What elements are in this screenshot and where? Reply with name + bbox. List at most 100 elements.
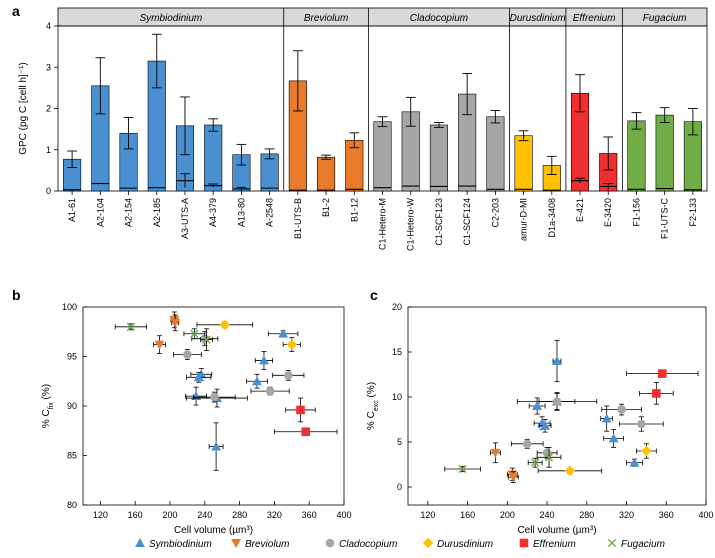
legend-label-breviolum: Breviolum (245, 539, 289, 550)
group-label-cladocopium: Cladocopium (410, 13, 468, 24)
y-tick-label: 4 (46, 21, 51, 31)
point-symbiodinium (211, 441, 222, 451)
category-label-f2-133: F2-133 (688, 198, 698, 227)
legend-marker-fugacium-stroke-2 (607, 538, 617, 548)
legend-marker-fugacium (607, 538, 617, 548)
x-tick-label: 320 (619, 510, 634, 520)
point-fugacium-stroke-2 (530, 458, 540, 467)
legend-label-symbiodinium: Symbiodinium (149, 539, 212, 550)
bar-a4-379 (204, 124, 223, 192)
bar-c2-203 (486, 116, 505, 192)
category-label-a13-80: A13-80 (236, 198, 246, 227)
point-fugacium-stroke-2 (190, 329, 199, 338)
legend-label-durusdinium: Durusdinium (437, 539, 493, 550)
category-label-a2-154: A2-154 (124, 198, 134, 227)
legend-label-fugacium: Fugacium (621, 539, 665, 550)
y-tick-label: 1 (46, 145, 51, 155)
legend-item-durusdinium: Durusdinium (422, 537, 493, 550)
category-label-a-2548: A-2548 (265, 198, 275, 227)
panel-a-bar-chart: a 0 1 2 3 4 GPC (pg C [cell h]⁻¹) Symbiodinium A… (12, 3, 708, 252)
x-tick-label: 280 (232, 510, 247, 520)
x-tick-label: 360 (659, 510, 674, 520)
point-symbiodinium (608, 433, 619, 443)
point-symbiodinium (191, 391, 202, 401)
x-tick-label: 400 (336, 510, 351, 520)
y-axis-label-a: GPC (pg C [cell h]⁻¹) (18, 62, 29, 155)
category-label-a2-104: A2-104 (95, 198, 105, 227)
category-label-c1-hetero-m: C1-Hetero-M (378, 198, 388, 250)
point-breviolum (154, 340, 165, 350)
x-tick-label: 360 (302, 510, 317, 520)
category-label-e-3420: E-3420 (603, 198, 613, 227)
plot-frame-c (407, 306, 707, 506)
x-tick-label: 320 (267, 510, 282, 520)
y-tick-label: 85 (67, 451, 77, 461)
legend-label-cladocopium: Cladocopium (339, 539, 397, 550)
point-cladocopium (637, 419, 646, 429)
category-label-c1-scf123: C1-SCF123 (434, 198, 444, 246)
x-tick-label: 200 (162, 510, 177, 520)
legend-marker-symbiodinium (135, 538, 145, 547)
bar-f1-156 (627, 120, 646, 192)
category-label-f1-156: F1-156 (631, 198, 641, 227)
y-tick-label: 3 (46, 62, 51, 72)
bar-b1-2 (317, 156, 336, 192)
bar-c1-hetero-m (373, 121, 392, 192)
point-effrenium (301, 427, 311, 437)
bar-a-2548 (260, 153, 279, 192)
category-label-a4-379: A4-379 (208, 198, 218, 227)
category-label-c1-hetero-w: C1-Hetero-W (406, 198, 416, 252)
panel-letter-b: b (12, 287, 21, 303)
point-breviolum (170, 318, 181, 328)
series-durusdinium (537, 443, 657, 476)
y-tick-label: 10 (392, 392, 402, 402)
point-cladocopium (552, 397, 562, 406)
point-symbiodinium (193, 372, 204, 382)
x-tick-label: 120 (93, 510, 108, 520)
series-symbiodinium (185, 328, 299, 471)
point-cladocopium (522, 439, 532, 449)
point-symbiodinium (252, 376, 262, 386)
point-cladocopium (265, 386, 275, 396)
group-label-fugacium: Fugacium (643, 13, 687, 24)
group-label-durusdinium: Durusdinium (510, 13, 566, 24)
x-axis-label-b: Cell volume (µm³) (174, 525, 253, 536)
series-cladocopium (510, 392, 664, 459)
legend: Symbiodinium Breviolum Cladocopium Durusdin… (135, 537, 665, 550)
legend-marker-cladocopium (325, 538, 335, 548)
group-label-symbiodinium: Symbiodinium (139, 13, 202, 24)
y-tick-label: 15 (392, 347, 402, 357)
point-symbiodinium (278, 328, 289, 338)
point-effrenium (657, 369, 667, 378)
y-tick-label: 5 (397, 437, 402, 447)
point-symbiodinium (532, 401, 543, 410)
point-symbiodinium (601, 413, 612, 423)
plot-frame-b (82, 306, 345, 506)
series-effrenium (626, 369, 699, 405)
category-label-e-421: E-421 (575, 198, 585, 222)
point-breviolum (508, 473, 519, 483)
x-tick-label: 240 (197, 510, 212, 520)
category-label-a3-uts-a: A3-UTS-A (180, 198, 190, 239)
category-label-a1-61: A1-61 (67, 198, 77, 222)
category-label-f1-uts-c: F1-UTS-C (660, 198, 670, 239)
point-effrenium (296, 405, 305, 415)
group-label-breviolum: Breviolum (304, 13, 348, 24)
legend-item-breviolum: Breviolum (231, 539, 289, 550)
y-tick-label: 100 (62, 302, 77, 312)
point-fugacium (190, 329, 199, 338)
category-label-amur-d-mi: amur-D-MI (519, 198, 529, 241)
y-tick-label: 0 (397, 482, 402, 492)
series-breviolum (153, 311, 181, 354)
series-fugacium (444, 446, 562, 474)
bar-amur-d-mi (514, 135, 533, 192)
y-tick-label: 90 (67, 401, 77, 411)
legend-item-cladocopium: Cladocopium (325, 538, 397, 550)
category-label-b1-uts-b: B1-UTS-B (293, 198, 303, 239)
legend-marker-durusdinium (422, 537, 434, 549)
series-symbiodinium (528, 339, 643, 467)
point-cladocopium (210, 392, 219, 402)
category-label-c1-scf124: C1-SCF124 (462, 198, 472, 246)
point-cladocopium (284, 371, 293, 380)
